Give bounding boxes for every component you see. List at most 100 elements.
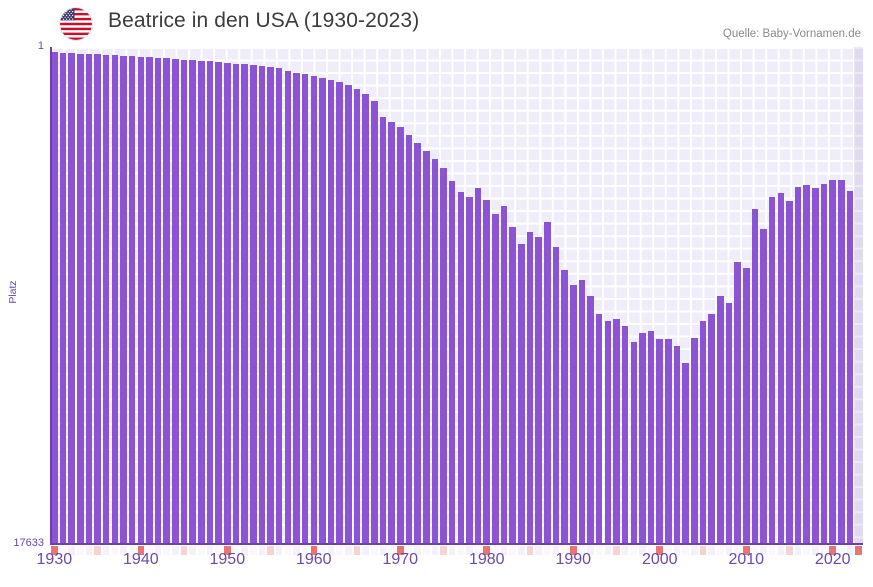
bar[interactable] [414,143,421,545]
bar[interactable] [267,67,274,545]
bar[interactable] [595,313,603,545]
bar[interactable] [102,54,110,545]
bar[interactable] [760,228,767,545]
bar[interactable] [734,262,741,545]
x-axis-tick-marker [146,546,153,555]
bar[interactable] [569,285,577,545]
bar[interactable] [440,168,447,545]
bar[interactable] [656,338,664,545]
bar[interactable] [812,188,819,545]
bar[interactable] [154,57,162,545]
bar[interactable] [665,338,672,545]
bar[interactable] [76,53,84,545]
bar[interactable] [466,196,473,545]
bar[interactable] [561,270,568,545]
bar[interactable] [647,331,655,545]
bar[interactable] [544,221,551,545]
bar[interactable] [448,181,456,545]
bar[interactable] [172,58,179,545]
bar[interactable] [717,295,724,545]
bar[interactable] [691,338,698,545]
x-axis-tick-marker [725,546,733,555]
bar[interactable] [431,158,439,545]
bar[interactable] [578,279,586,545]
bar[interactable] [128,56,136,545]
bar[interactable] [293,72,300,545]
bar[interactable] [829,179,836,545]
bar[interactable] [621,326,629,545]
bar[interactable] [111,55,119,545]
bar[interactable] [457,191,465,545]
bar[interactable] [768,197,776,545]
bar[interactable] [362,93,369,545]
bar[interactable] [604,320,612,545]
bar[interactable] [146,57,153,545]
bar[interactable] [224,62,231,545]
bar[interactable] [742,268,750,545]
bar[interactable] [388,122,395,545]
bar[interactable] [838,179,845,545]
bar[interactable] [786,201,793,545]
x-axis-tick-marker [587,546,594,555]
bar[interactable] [379,117,387,545]
bar[interactable] [673,345,681,545]
bar[interactable] [232,63,240,545]
bar[interactable] [422,150,430,545]
bar[interactable] [353,88,361,545]
bar[interactable] [85,54,93,545]
bar[interactable] [249,65,257,545]
bar[interactable] [725,302,733,545]
bar[interactable] [500,205,508,545]
bar[interactable] [613,319,620,545]
bar[interactable] [94,54,101,545]
bar[interactable] [51,52,58,545]
y-axis-top-label: 1 [37,40,44,52]
bar[interactable] [803,184,811,545]
x-axis-tick-label: 1960 [295,551,332,568]
bar[interactable] [189,60,196,545]
bar[interactable] [319,77,326,545]
bar[interactable] [241,64,248,545]
bar[interactable] [215,62,222,545]
bar[interactable] [708,313,715,545]
bar[interactable] [275,68,283,545]
bar[interactable] [751,208,759,545]
bar[interactable] [699,320,707,545]
bar[interactable] [120,55,127,545]
bar[interactable] [405,134,413,545]
bar[interactable] [820,184,828,545]
bar[interactable] [639,333,646,545]
bar[interactable] [630,341,638,545]
bar[interactable] [682,363,689,545]
bar[interactable] [336,81,343,545]
bar[interactable] [163,58,171,545]
bar[interactable] [535,237,542,545]
bar[interactable] [552,246,560,545]
bar[interactable] [777,193,785,545]
x-axis-tick-marker [544,546,551,555]
x-axis-tick-label: 1940 [123,551,159,568]
bar[interactable] [518,244,525,545]
bar[interactable] [327,79,335,545]
bar[interactable] [59,52,67,545]
bar[interactable] [371,101,378,545]
bar[interactable] [794,187,802,545]
bar[interactable] [846,191,854,545]
bar[interactable] [345,85,352,545]
bar[interactable] [284,70,292,545]
bar[interactable] [206,61,214,545]
bar[interactable] [396,126,404,545]
bar[interactable] [310,76,318,545]
bar[interactable] [526,232,534,545]
bar[interactable] [68,53,75,545]
bar[interactable] [474,187,482,545]
bar[interactable] [483,200,491,545]
bar[interactable] [301,74,309,545]
bar[interactable] [258,65,266,545]
bar[interactable] [137,56,145,545]
bar[interactable] [180,59,188,545]
bar[interactable] [492,213,499,545]
bar[interactable] [587,296,594,545]
bar[interactable] [509,226,516,545]
bar[interactable] [198,60,205,545]
